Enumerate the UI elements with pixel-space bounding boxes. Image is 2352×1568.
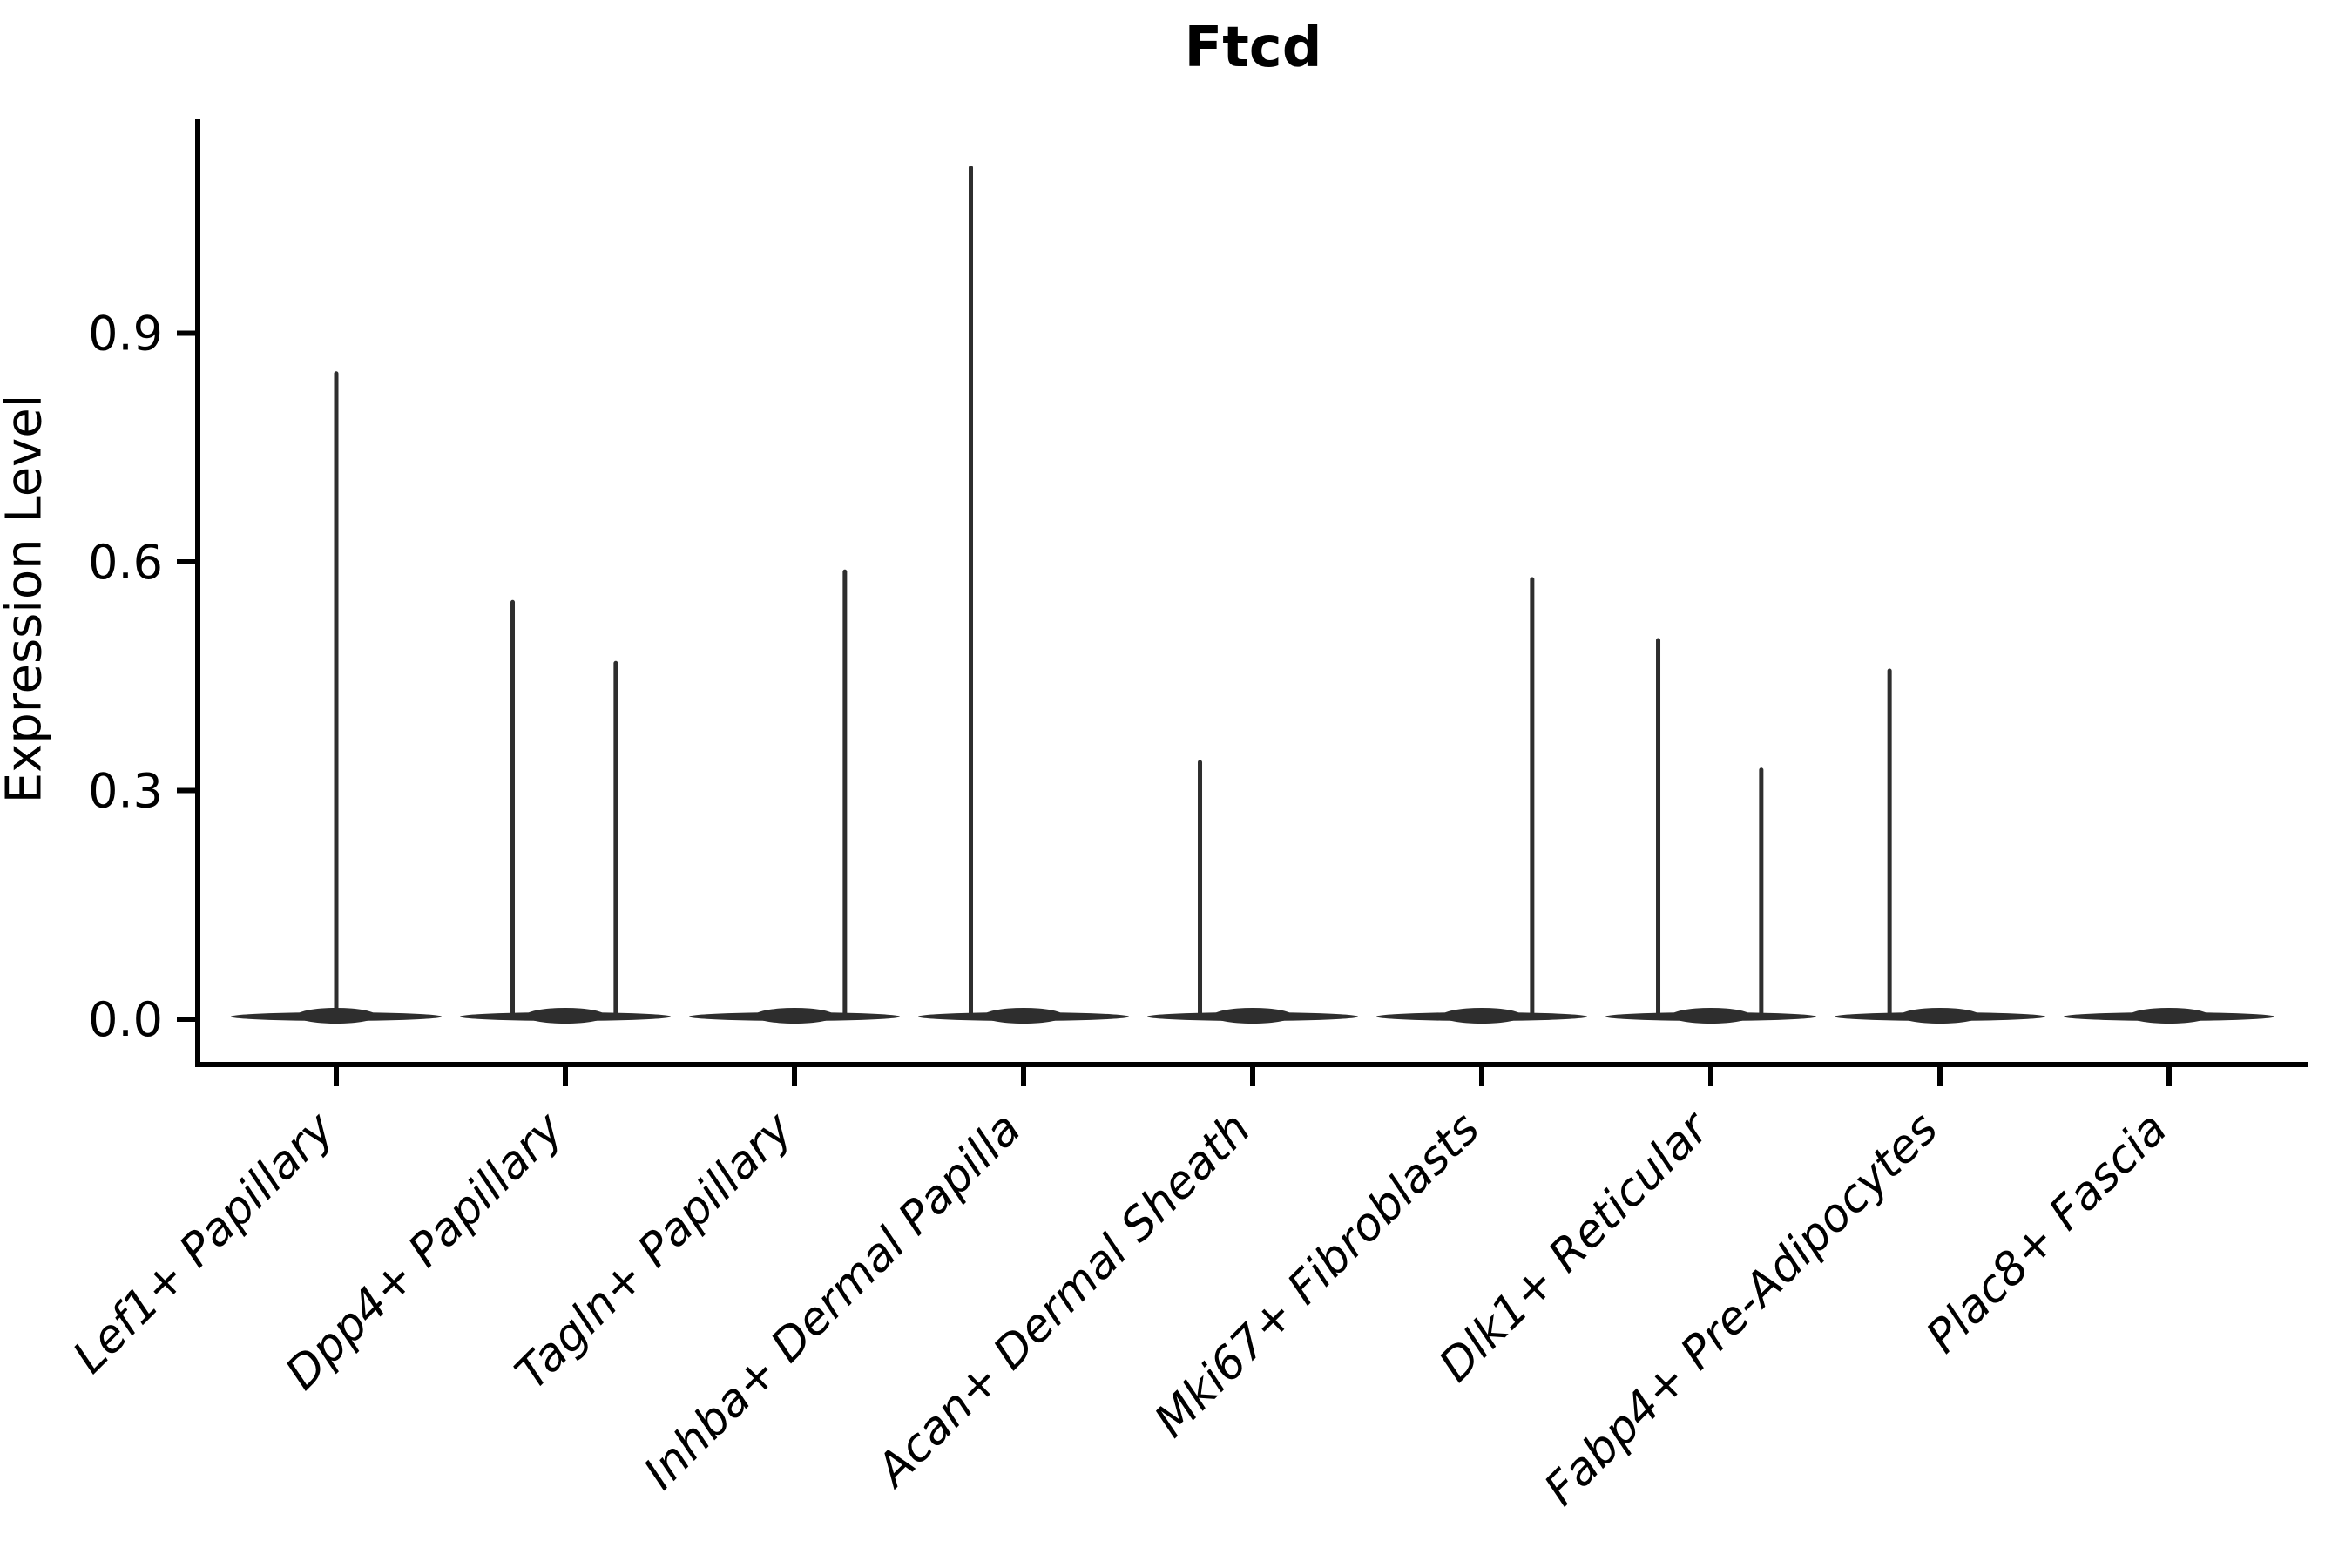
violin-spike [969, 166, 974, 1019]
y-tick [177, 330, 198, 336]
x-tick [2166, 1065, 2172, 1086]
violin-spike [510, 599, 516, 1019]
x-tick [1937, 1065, 1943, 1086]
violin-body-bulge [525, 1008, 605, 1024]
x-tick [334, 1065, 339, 1086]
violin-spike [842, 569, 848, 1019]
y-tick-label: 0.0 [88, 992, 163, 1047]
violin-spike [334, 371, 339, 1019]
x-tick [1708, 1065, 1713, 1086]
y-tick [177, 787, 198, 794]
violin-body-bulge [1900, 1008, 1980, 1024]
x-tick [1021, 1065, 1026, 1086]
y-axis-spine [195, 119, 200, 1067]
x-axis-spine [195, 1062, 2308, 1067]
violin-body-bulge [1213, 1008, 1293, 1024]
violin-body-bulge [2129, 1008, 2209, 1024]
y-tick-label: 0.3 [88, 764, 163, 819]
violin-spike [1656, 638, 1661, 1019]
y-tick-label: 0.6 [88, 535, 163, 590]
violin-body-bulge [1442, 1008, 1522, 1024]
violin-spike [1198, 760, 1203, 1019]
violin-spike [1887, 668, 1892, 1019]
violin-spike [1759, 767, 1764, 1019]
x-tick [1250, 1065, 1255, 1086]
violin-spike [613, 660, 618, 1019]
violin-body-bulge [983, 1008, 1064, 1024]
x-tick [563, 1065, 568, 1086]
y-tick [177, 1017, 198, 1022]
violin-body-bulge [1671, 1008, 1751, 1024]
y-tick-label: 0.9 [88, 307, 163, 362]
violin-spike [1530, 577, 1535, 1019]
chart-title: Ftcd [1184, 16, 1322, 80]
violin-body-bulge [754, 1008, 835, 1024]
x-tick [1479, 1065, 1484, 1086]
y-tick [177, 559, 198, 564]
x-tick [792, 1065, 797, 1086]
